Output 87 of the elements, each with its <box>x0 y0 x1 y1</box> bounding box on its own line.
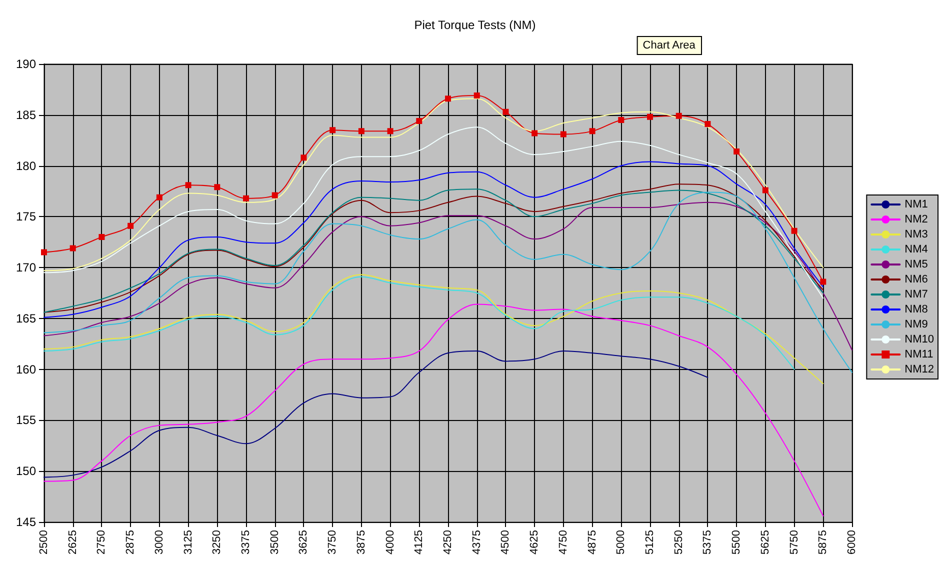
x-tick-label: 4000 <box>384 530 396 554</box>
x-tick-label: 6000 <box>846 530 858 554</box>
line-series <box>44 274 824 384</box>
point <box>330 127 336 134</box>
point <box>387 128 394 134</box>
legend-label: NM7 <box>904 288 928 300</box>
x-tick-label: 3750 <box>326 530 339 554</box>
x-tick-label: 5500 <box>730 530 743 554</box>
x-tick-label: 5125 <box>644 530 656 554</box>
point <box>532 130 538 136</box>
y-tick-label: 185 <box>16 108 36 122</box>
chart-title: Piet Torque Tests (NM) <box>414 18 536 32</box>
line-series <box>44 350 708 478</box>
y-tick-label: 150 <box>16 464 36 478</box>
x-tick-label: 4875 <box>586 530 598 554</box>
x-tick-label: 4250 <box>442 530 454 554</box>
legend-label: NM3 <box>904 228 928 240</box>
point <box>676 112 682 119</box>
x-tick-label: 3375 <box>240 530 252 554</box>
x-tick-label: 5250 <box>672 530 685 554</box>
x-tick-label: 3875 <box>355 530 368 554</box>
line-series <box>44 161 824 318</box>
y-tick-label: 190 <box>16 57 36 71</box>
x-tick-label: 3500 <box>268 530 281 554</box>
x-tick-label: 5375 <box>702 530 714 554</box>
text: Chart Area <box>642 40 696 52</box>
x-tick-label: 3625 <box>298 530 310 554</box>
legend-label: NM8 <box>904 304 928 316</box>
legend-label: NM9 <box>904 318 928 330</box>
point <box>618 116 624 123</box>
point <box>272 192 278 198</box>
legend-label: NM11 <box>904 348 934 360</box>
point <box>300 154 307 161</box>
x-tick-label: 4625 <box>528 530 541 554</box>
x-tick-label: 3000 <box>153 530 166 554</box>
point <box>185 182 192 188</box>
point <box>589 128 596 134</box>
legend-label: NM10 <box>904 334 934 346</box>
point <box>214 184 220 190</box>
legend-label: NM2 <box>904 214 928 226</box>
point <box>560 131 566 138</box>
line-series <box>44 126 824 299</box>
x-tick-label: 3250 <box>211 530 224 554</box>
y-tick-label: 175 <box>16 210 36 224</box>
x-tick-label: 3125 <box>182 530 194 554</box>
point <box>502 108 509 115</box>
x-tick-label: 2625 <box>66 530 79 554</box>
x-tick-label: 4500 <box>500 530 512 554</box>
point <box>358 128 364 134</box>
x-tick-label: 2750 <box>96 530 108 554</box>
point <box>445 96 451 102</box>
point <box>128 222 134 229</box>
y-tick-label: 160 <box>16 362 36 376</box>
x-tick-label: 5000 <box>615 530 628 554</box>
x-tick-label: 2875 <box>124 530 137 554</box>
y-tick-label: 155 <box>16 413 36 428</box>
legend-label: NM5 <box>904 258 928 270</box>
line-series <box>44 276 795 370</box>
point <box>70 245 76 252</box>
legend-label: NM6 <box>904 274 928 286</box>
point <box>416 118 422 124</box>
y-tick-label: 145 <box>16 515 36 529</box>
point <box>734 148 740 155</box>
x-tick-label: 2500 <box>38 530 50 554</box>
y-tick-label: 170 <box>16 260 36 275</box>
point <box>791 228 798 234</box>
x-tick-label: 5625 <box>759 530 772 554</box>
line-series <box>44 304 824 516</box>
legend-label: NM1 <box>904 198 928 210</box>
point <box>474 92 480 99</box>
y-tick-label: 180 <box>16 158 36 173</box>
x-tick-label: 4375 <box>470 530 483 554</box>
point <box>156 194 162 200</box>
x-tick-label: 5875 <box>817 530 830 554</box>
x-tick-label: 4750 <box>557 530 570 554</box>
point <box>243 195 249 202</box>
point <box>647 114 653 120</box>
point <box>41 249 47 256</box>
point <box>98 234 105 240</box>
y-tick-label: 165 <box>16 311 36 326</box>
point <box>704 121 711 128</box>
legend-label: NM4 <box>904 244 928 256</box>
x-tick-label: 5750 <box>788 530 800 554</box>
point <box>762 187 768 194</box>
legend-label: NM12 <box>904 364 934 376</box>
point <box>820 278 826 285</box>
x-tick-label: 4125 <box>413 530 426 554</box>
